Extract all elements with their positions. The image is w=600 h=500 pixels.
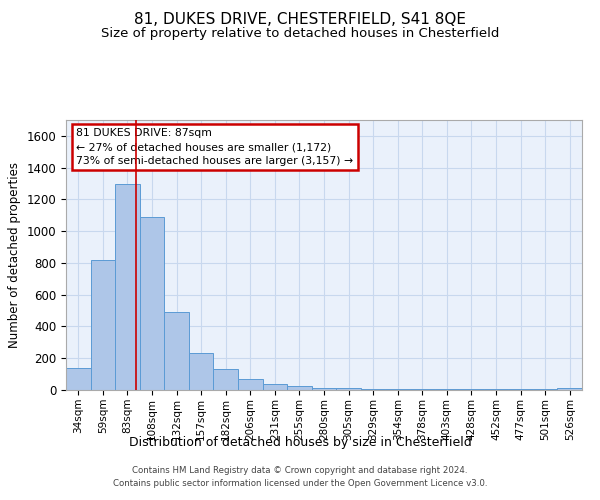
Bar <box>238 379 263 390</box>
Bar <box>434 389 459 390</box>
Bar <box>287 386 312 390</box>
Text: 81, DUKES DRIVE, CHESTERFIELD, S41 8QE: 81, DUKES DRIVE, CHESTERFIELD, S41 8QE <box>134 12 466 28</box>
Bar <box>66 368 91 390</box>
Y-axis label: Number of detached properties: Number of detached properties <box>8 162 21 348</box>
Bar <box>557 388 582 390</box>
Text: Contains HM Land Registry data © Crown copyright and database right 2024.
Contai: Contains HM Land Registry data © Crown c… <box>113 466 487 487</box>
Bar <box>263 384 287 390</box>
Bar <box>508 389 533 390</box>
Text: Distribution of detached houses by size in Chesterfield: Distribution of detached houses by size … <box>128 436 472 449</box>
Bar <box>410 389 434 390</box>
Text: Size of property relative to detached houses in Chesterfield: Size of property relative to detached ho… <box>101 28 499 40</box>
Bar <box>533 389 557 390</box>
Bar <box>115 184 140 390</box>
Bar <box>484 389 508 390</box>
Bar <box>214 368 238 390</box>
Bar <box>312 388 336 390</box>
Bar <box>91 260 115 390</box>
Bar <box>459 389 484 390</box>
Bar <box>164 312 189 390</box>
Text: 81 DUKES DRIVE: 87sqm
← 27% of detached houses are smaller (1,172)
73% of semi-d: 81 DUKES DRIVE: 87sqm ← 27% of detached … <box>76 128 353 166</box>
Bar <box>336 388 361 390</box>
Bar <box>385 389 410 390</box>
Bar <box>140 217 164 390</box>
Bar <box>361 389 385 390</box>
Bar <box>189 354 214 390</box>
